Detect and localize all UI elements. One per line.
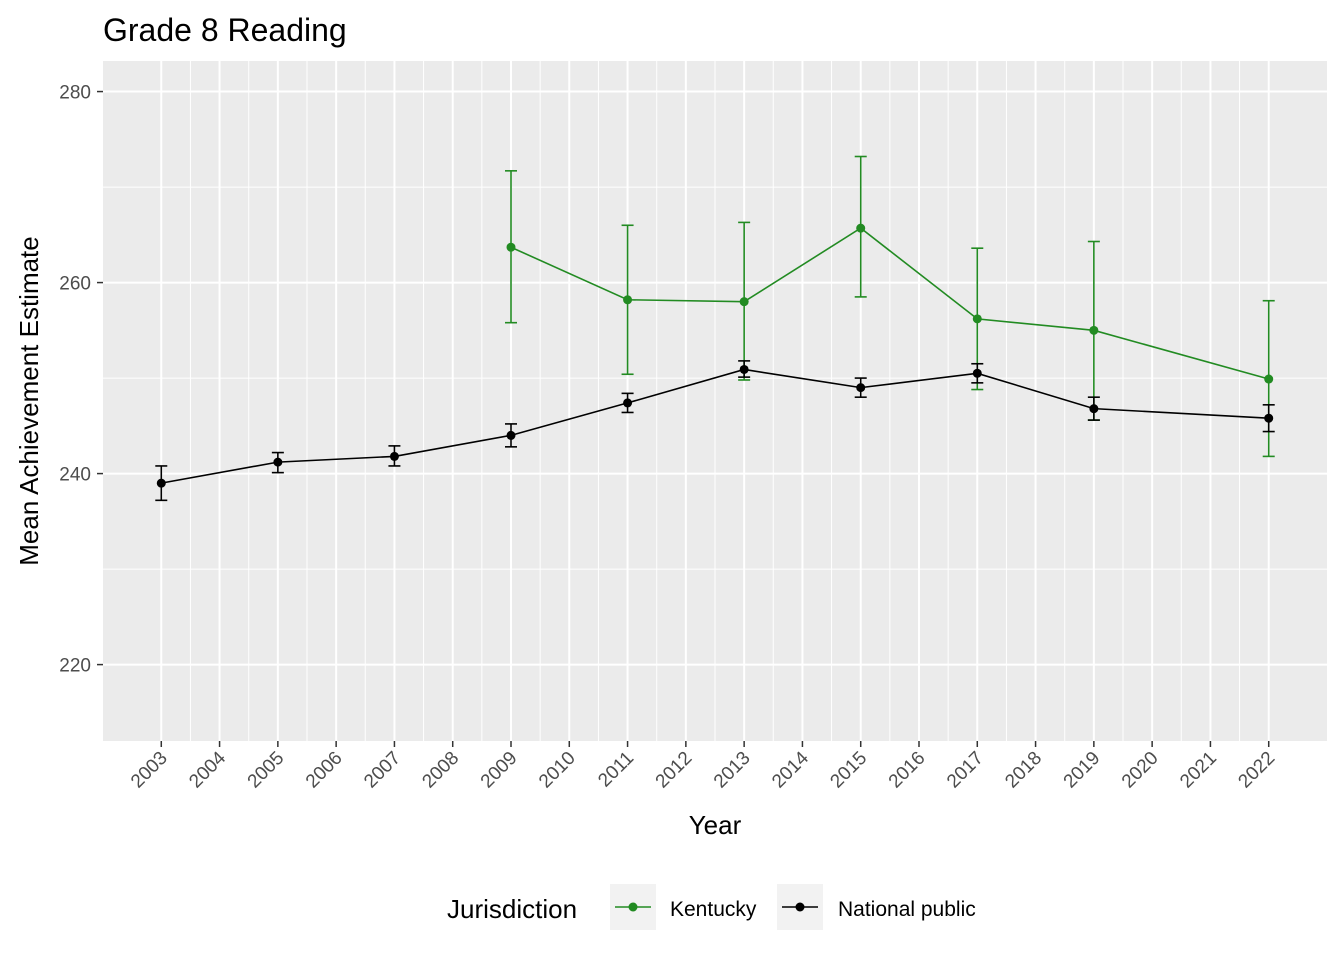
y-tick-label: 220	[59, 656, 91, 677]
chart-title: Grade 8 Reading	[103, 12, 347, 48]
x-tick-label: 2008	[419, 748, 464, 793]
legend-items: Kentucky National public	[610, 884, 976, 930]
data-point-kentucky	[856, 223, 866, 233]
data-point-national-public	[156, 478, 166, 488]
series-layer	[155, 155, 1275, 502]
x-tick-label: 2019	[1060, 748, 1105, 793]
data-point-kentucky	[739, 297, 749, 307]
x-axis: 2003 2004 2005 2006 2007 2008 2009 2010 2011 2012…	[127, 741, 1279, 792]
x-tick-label: 2020	[1118, 748, 1163, 793]
x-tick-label: 2009	[477, 748, 522, 793]
data-point-kentucky	[972, 314, 982, 324]
x-tick-label: 2005	[244, 748, 289, 793]
data-point-national-public	[972, 368, 982, 378]
x-tick-label: 2015	[827, 748, 872, 793]
data-point-kentucky	[1264, 374, 1274, 384]
data-point-kentucky	[1089, 325, 1099, 335]
x-axis-title: Year	[689, 810, 742, 840]
major-gridlines	[103, 61, 1327, 741]
x-tick-label: 2021	[1176, 748, 1221, 793]
legend-label-national-public: National public	[838, 898, 976, 921]
x-tick-label: 2014	[768, 747, 813, 792]
legend-marker-kentucky	[628, 902, 638, 912]
legend: Jurisdiction Kentucky National public	[447, 884, 976, 930]
data-point-national-public	[856, 383, 866, 393]
data-point-national-public	[1264, 413, 1274, 423]
y-tick-label: 240	[59, 465, 91, 486]
data-point-national-public	[389, 451, 399, 461]
data-point-kentucky	[506, 242, 516, 252]
data-point-national-public	[506, 430, 516, 440]
x-tick-label: 2018	[1001, 748, 1046, 793]
y-tick-label: 280	[59, 83, 91, 104]
legend-marker-national-public	[795, 902, 805, 912]
data-point-national-public	[273, 457, 283, 467]
x-tick-label: 2007	[360, 748, 405, 793]
x-tick-label: 2006	[302, 748, 347, 793]
legend-label-kentucky: Kentucky	[670, 898, 757, 921]
minor-gridlines	[103, 61, 1327, 741]
x-tick-label: 2017	[943, 748, 988, 793]
y-axis: 220 240 260 280	[59, 83, 103, 677]
legend-title: Jurisdiction	[447, 894, 577, 924]
x-tick-label: 2010	[535, 748, 580, 793]
data-point-kentucky	[623, 295, 633, 305]
x-tick-label: 2013	[710, 748, 755, 793]
data-point-national-public	[1089, 404, 1099, 414]
x-tick-label: 2012	[652, 748, 697, 793]
data-point-national-public	[739, 364, 749, 374]
x-tick-label: 2011	[594, 748, 638, 792]
y-axis-title: Mean Achievement Estimate	[14, 236, 44, 566]
data-point-national-public	[623, 398, 633, 408]
y-tick-label: 260	[59, 274, 91, 295]
series-line-national-public	[161, 368, 1269, 484]
x-tick-label: 2004	[185, 747, 230, 792]
x-tick-label: 2003	[127, 748, 172, 793]
x-tick-label: 2022	[1235, 748, 1280, 793]
x-tick-label: 2016	[885, 748, 930, 793]
